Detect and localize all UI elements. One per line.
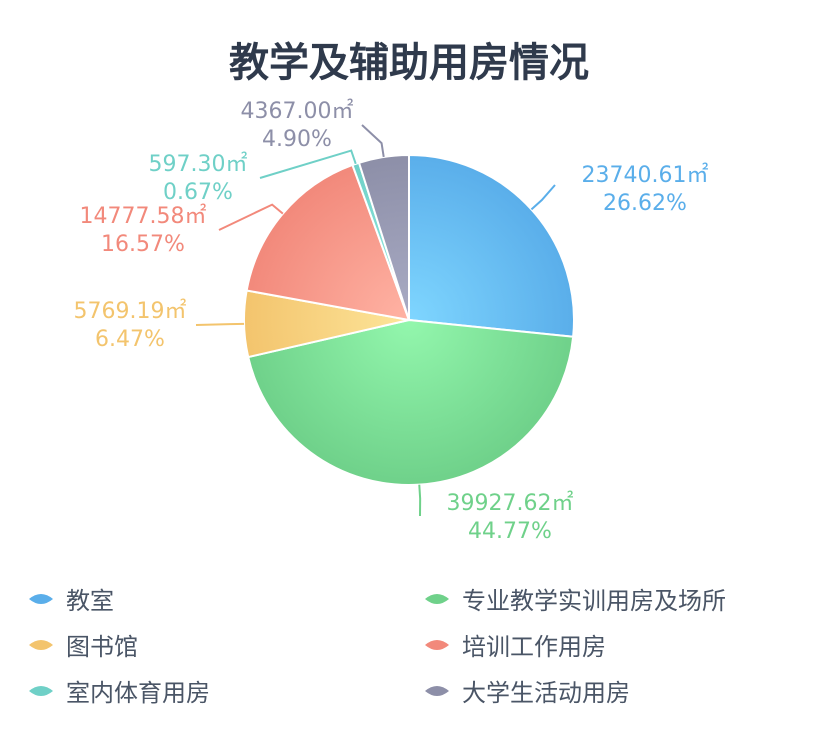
legend-item-classroom[interactable]: 教室	[28, 578, 114, 618]
legend-item-student-activity[interactable]: 大学生活动用房	[424, 670, 630, 710]
value-label-practical-training: 39927.62㎡	[447, 490, 574, 516]
pie-slice-student-activity[interactable]	[357, 153, 410, 321]
percent-label-training-office: 16.57%	[101, 232, 185, 257]
legend-marker-icon	[424, 637, 450, 651]
value-label-library: 5769.19㎡	[74, 298, 187, 324]
legend-label: 大学生活动用房	[462, 678, 630, 707]
chart-title: 教学及辅助用房情况	[229, 40, 589, 86]
legend-item-practical-training[interactable]: 专业教学实训用房及场所	[424, 578, 726, 618]
pie-slice-training-office[interactable]	[245, 163, 411, 322]
percent-label-library: 6.47%	[95, 327, 165, 352]
leader-line-classroom	[530, 184, 556, 211]
percent-label-indoor-sports: 0.67%	[163, 180, 233, 205]
pie-chart: 23740.61㎡ 26.62% 39927.62㎡ 44.77% 5769.19㎡ 6.…	[74, 98, 709, 544]
legend-label: 培训工作用房	[462, 632, 606, 661]
leader-line-indoor-sports	[259, 149, 357, 179]
legend: 教室 专业教学实训用房及场所 图书馆 培训工作用房 室内体育用房 大学生活动用房	[0, 570, 818, 730]
legend-label: 专业教学实训用房及场所	[462, 586, 726, 615]
legend-marker-icon	[28, 591, 54, 605]
percent-label-practical-training: 44.77%	[468, 519, 552, 544]
value-label-classroom: 23740.61㎡	[582, 162, 709, 188]
value-label-training-office: 14777.58㎡	[80, 203, 207, 229]
value-label-student-activity: 4367.00㎡	[241, 98, 354, 124]
legend-marker-icon	[28, 637, 54, 651]
legend-item-indoor-sports[interactable]: 室内体育用房	[28, 670, 210, 710]
value-label-indoor-sports: 597.30㎡	[149, 151, 248, 177]
legend-label: 图书馆	[66, 632, 138, 661]
percent-label-student-activity: 4.90%	[262, 127, 332, 152]
legend-item-training-office[interactable]: 培训工作用房	[424, 624, 606, 664]
leader-line-library	[195, 322, 245, 326]
legend-marker-icon	[424, 591, 450, 605]
legend-label: 教室	[66, 586, 114, 615]
legend-marker-icon	[424, 683, 450, 697]
legend-item-library[interactable]: 图书馆	[28, 624, 138, 664]
legend-marker-icon	[28, 683, 54, 697]
leader-line-practical-training	[418, 484, 422, 517]
pie-slice-classroom[interactable]	[408, 153, 575, 338]
leader-line-training-office	[218, 203, 284, 231]
legend-label: 室内体育用房	[66, 678, 210, 707]
percent-label-classroom: 26.62%	[603, 191, 687, 216]
leader-line-student-activity	[361, 124, 385, 158]
